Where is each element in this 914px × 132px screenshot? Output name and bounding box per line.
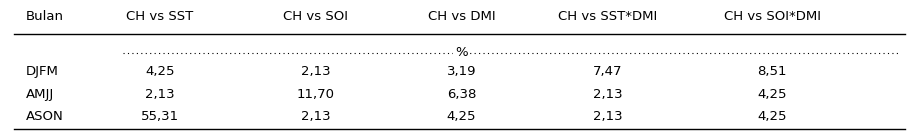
Text: 2,13: 2,13 [301, 65, 330, 78]
Text: ASON: ASON [26, 110, 63, 123]
Text: 2,13: 2,13 [593, 110, 622, 123]
Text: 11,70: 11,70 [296, 88, 335, 101]
Text: CH vs DMI: CH vs DMI [428, 10, 495, 23]
Text: CH vs SST*DMI: CH vs SST*DMI [558, 10, 657, 23]
Text: CH vs SST: CH vs SST [126, 10, 194, 23]
Text: 7,47: 7,47 [593, 65, 622, 78]
Text: Bulan: Bulan [26, 10, 64, 23]
Text: CH vs SOI*DMI: CH vs SOI*DMI [724, 10, 821, 23]
Text: 8,51: 8,51 [758, 65, 787, 78]
Text: 4,25: 4,25 [447, 110, 476, 123]
Text: 6,38: 6,38 [447, 88, 476, 101]
Text: 2,13: 2,13 [593, 88, 622, 101]
Text: AMJJ: AMJJ [26, 88, 54, 101]
Text: 4,25: 4,25 [758, 88, 787, 101]
Text: 4,25: 4,25 [758, 110, 787, 123]
Text: CH vs SOI: CH vs SOI [282, 10, 348, 23]
Text: DJFM: DJFM [26, 65, 58, 78]
Text: 2,13: 2,13 [301, 110, 330, 123]
Text: 2,13: 2,13 [145, 88, 175, 101]
Text: 3,19: 3,19 [447, 65, 476, 78]
Text: %: % [455, 46, 468, 59]
Text: 55,31: 55,31 [141, 110, 179, 123]
Text: 4,25: 4,25 [145, 65, 175, 78]
